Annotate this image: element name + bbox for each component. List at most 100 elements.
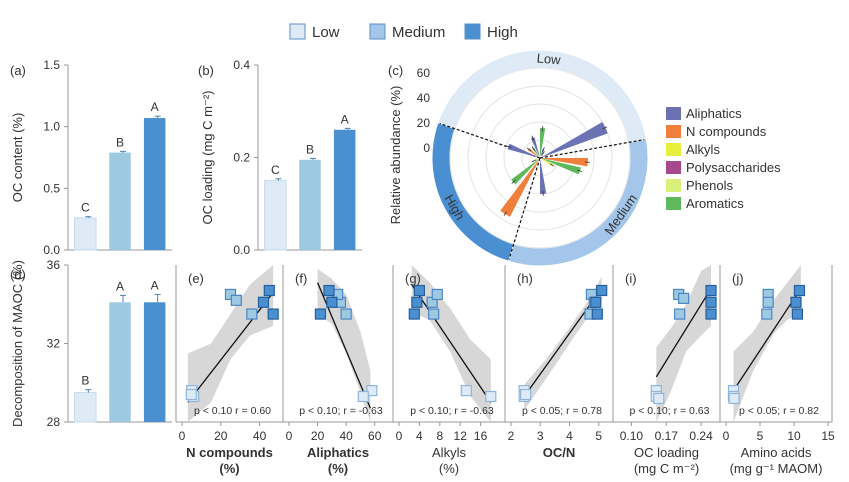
x-axis-title-h: OC/N	[543, 445, 576, 460]
radial-bar-aromatics	[541, 158, 581, 175]
radial-bar-aromatics	[540, 128, 546, 157]
radial-bar-n-compounds	[500, 159, 540, 217]
data-point-f-medium	[340, 308, 352, 320]
regression-line-e	[187, 292, 274, 403]
y-axis-title-c: Relative abundance (%)	[388, 86, 403, 225]
radial-error-bar	[531, 146, 536, 151]
x-axis-unit-g: (%)	[439, 461, 459, 476]
radial-bar-aromatics	[511, 159, 539, 185]
data-point-e-medium	[230, 294, 242, 306]
radial-error-bar	[576, 169, 582, 172]
x-tick-label-j: 5	[757, 429, 764, 443]
data-point-e-high	[267, 308, 279, 320]
x-tick-label-i: 0.17	[655, 429, 679, 443]
x-tick-label-f: 40	[339, 429, 353, 443]
x-tick-label-j: 0	[723, 429, 730, 443]
data-point-j-low	[728, 392, 740, 405]
radial-bar-aliphatics	[540, 148, 545, 157]
panel-label-g: (g)	[405, 271, 421, 286]
x-tick-label-h: 4	[566, 429, 573, 443]
data-point-g-high	[413, 284, 425, 297]
radial-tick-label: 20	[417, 116, 431, 130]
data-point-f-high	[323, 284, 335, 297]
radial-tick-label: 60	[417, 66, 431, 80]
confidence-band-j	[733, 265, 801, 422]
x-tick-label-f: 60	[368, 429, 382, 443]
y-tick-label-a: 0.0	[43, 243, 60, 257]
bar-b-high	[333, 129, 356, 250]
radial-error-bar	[531, 135, 535, 141]
radial-error-bar	[511, 179, 516, 184]
data-point-g-high	[411, 296, 423, 308]
significance-letter-b: B	[306, 142, 314, 156]
radial-error-bar	[549, 163, 555, 167]
radial-bar-aliphatics	[530, 137, 540, 157]
x-tick-label-e: 40	[253, 429, 267, 443]
x-tick-label-j: 15	[821, 429, 835, 443]
significance-letter-a: B	[116, 135, 124, 149]
sector-divider	[539, 139, 645, 159]
x-tick-label-g: 4	[416, 429, 423, 443]
data-point-f-low	[366, 385, 378, 397]
stat-annotation-j: p < 0.05; r = 0.82	[739, 405, 819, 417]
x-axis-title-f: Aliphatics	[307, 445, 369, 460]
data-point-i-medium	[674, 308, 686, 320]
significance-letter-d: A	[116, 279, 124, 293]
series-swatch-phenols	[666, 179, 681, 192]
data-point-h-high	[590, 296, 602, 308]
data-point-i-medium	[678, 292, 690, 304]
y-axis-title-a: OC content (%)	[10, 113, 25, 203]
radial-error-bar	[541, 151, 545, 156]
panel-label-b: (b)	[198, 63, 214, 78]
series-swatch-aromatics	[666, 197, 681, 210]
legend-label-low: Low	[312, 24, 340, 41]
radial-bar-aliphatics	[540, 159, 547, 194]
y-tick-label-a: 0.5	[43, 181, 60, 195]
data-point-e-low	[185, 388, 197, 401]
series-swatch-aliphatics	[666, 107, 681, 120]
radial-bar-aliphatics	[541, 122, 608, 158]
radial-gridline	[467, 85, 613, 231]
data-point-i-high	[705, 284, 717, 297]
data-point-f-low	[357, 390, 369, 403]
series-label-polysaccharides: Polysaccharides	[686, 160, 781, 175]
bar-a-high	[143, 118, 166, 251]
x-tick-label-j: 10	[787, 429, 801, 443]
radial-gridline	[485, 103, 595, 213]
x-axis-unit-e: (%)	[219, 461, 239, 476]
bar-b-medium	[299, 159, 321, 250]
ring-label-low: Low	[536, 50, 562, 67]
y-axis-title-d: Decomposition of MAOC (%)	[10, 260, 25, 427]
y-tick-label-a: 1.0	[43, 120, 60, 134]
data-point-i-low	[653, 392, 665, 405]
x-tick-label-e: 20	[214, 429, 228, 443]
radial-tick-label: 40	[417, 91, 431, 105]
radial-bar-alkyls	[541, 158, 554, 167]
x-tick-label-i: 0.10	[620, 429, 644, 443]
y-tick-label-d: 32	[47, 337, 61, 351]
series-label-aliphatics: Aliphatics	[686, 106, 742, 121]
bar-a-low	[74, 217, 97, 251]
series-swatch-polysaccharides	[666, 161, 681, 174]
x-axis-title-e: N compounds	[186, 445, 273, 460]
significance-letter-b: C	[271, 163, 280, 177]
data-point-e-high	[263, 284, 275, 297]
stat-annotation-i: p < 0.10; r = 0.63	[630, 405, 710, 417]
regression-line-h	[523, 288, 603, 397]
data-point-g-low	[485, 390, 497, 403]
x-tick-label-h: 2	[508, 429, 515, 443]
stat-annotation-f: p < 0.10; r = -0.63	[299, 405, 383, 417]
data-point-h-low	[520, 388, 532, 401]
data-point-f-high	[326, 296, 338, 308]
panel-label-c: (c)	[388, 63, 403, 78]
data-point-g-medium	[428, 308, 440, 320]
data-point-h-high	[596, 284, 608, 297]
legend-swatch-low	[289, 23, 306, 40]
series-swatch-alkyls	[666, 143, 681, 156]
x-axis-title-j: Amino acids	[741, 445, 812, 460]
panel-label-e: (e)	[188, 271, 204, 286]
x-tick-label-i: 0.24	[689, 429, 713, 443]
data-point-g-low	[460, 385, 472, 397]
radial-error-bar	[526, 147, 532, 152]
